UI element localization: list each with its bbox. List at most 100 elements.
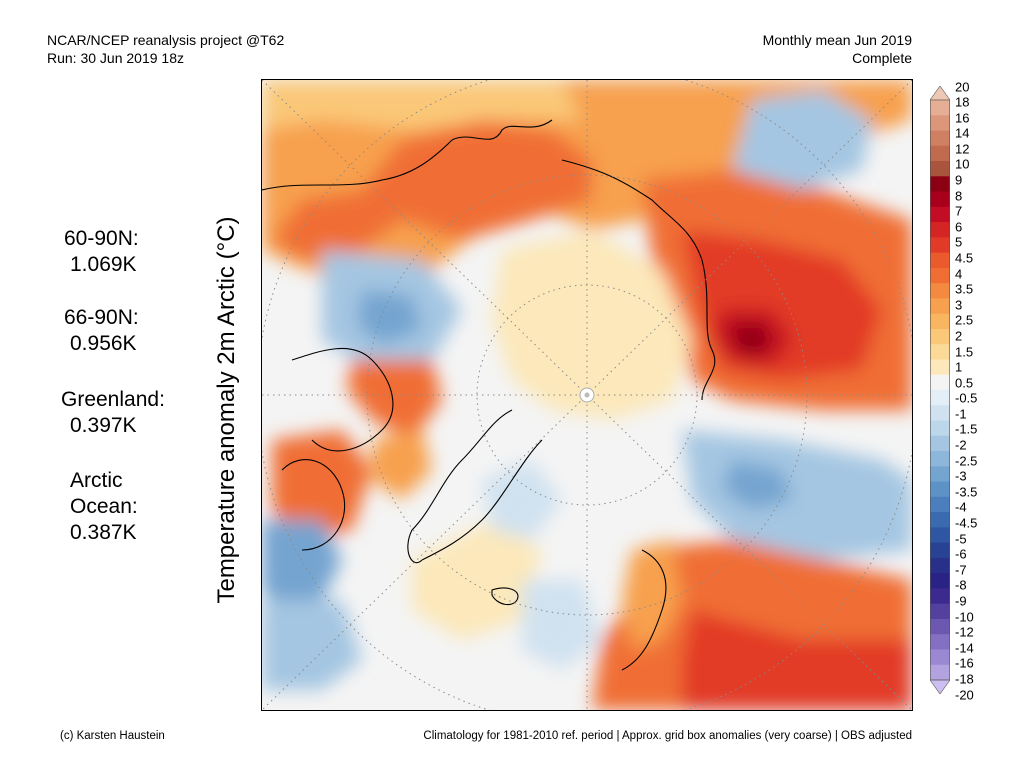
coastline-greenland-east [421, 439, 543, 561]
stat-label: Greenland: [61, 388, 165, 411]
colorbar-tick-label: 7 [955, 203, 963, 219]
cool-region-northeast [732, 90, 872, 190]
colorbar-swatch [930, 466, 950, 483]
colorbar-tick-label: -12 [955, 624, 974, 640]
colorbar-swatch [930, 145, 950, 162]
cool-region-norwegian-sea [522, 580, 602, 670]
colorbar-tick-label: -1.5 [955, 421, 978, 437]
colorbar-swatch [930, 481, 950, 498]
colorbar-tick-label: -3.5 [955, 484, 978, 500]
colorbar-tick-label: 1 [955, 359, 963, 375]
colorbar-tick-label: 20 [955, 79, 970, 94]
colorbar-tick-label: 1.5 [955, 344, 974, 360]
colorbar-tick-label: 3 [955, 297, 963, 313]
colorbar-tick-label: -8 [955, 577, 967, 593]
warm-region-baffin-east [372, 430, 432, 500]
header-left: NCAR/NCEP reanalysis project @T62 Run: 3… [47, 31, 284, 67]
stat-value: 0.956K [70, 332, 137, 355]
colorbar-swatch [930, 573, 950, 589]
colorbar-swatch [930, 130, 950, 147]
warm-region-baffin [347, 360, 442, 440]
period-title: Monthly mean Jun 2019 [762, 32, 912, 48]
colorbar-tick-label: 2 [955, 328, 963, 344]
colorbar-swatch [930, 267, 950, 284]
colorbar-swatch [930, 420, 950, 437]
colorbar-tick-label: 4.5 [955, 250, 974, 266]
coastline-alaska [262, 139, 453, 191]
pole-dot [584, 392, 590, 398]
colorbar-tick-label: 4 [955, 266, 963, 282]
stat-value: 0.397K [70, 414, 137, 437]
north-pole-marker [579, 387, 595, 403]
stat-label: 66-90N: [64, 306, 139, 329]
cool-region-atlantic-west [262, 600, 362, 690]
colorbar-swatch [930, 405, 950, 422]
anomaly-map[interactable] [261, 79, 913, 711]
map-variable-label: Temperature anomaly 2m Arctic (°C) [213, 216, 240, 604]
credit-text: (c) Karsten Haustein [60, 730, 165, 742]
coastline-greenland-north [407, 409, 513, 563]
colorbar-swatch [930, 527, 950, 544]
warm-region-scandinavia [622, 540, 682, 650]
colorbar-swatch [930, 344, 950, 360]
cool-region-ural-core [722, 460, 792, 510]
warm-region-east-siberian [272, 120, 592, 260]
colorbar-swatch [930, 542, 950, 559]
colorbar-tick-label: 2.5 [955, 312, 974, 328]
colorbar-swatch [930, 390, 950, 406]
colorbar-tick-label: -10 [955, 609, 974, 625]
colorbar-tick-label: 10 [955, 156, 970, 172]
colorbar-tick-label: 0.5 [955, 375, 974, 391]
status-text: Complete [852, 50, 912, 66]
colorbar-swatch [930, 298, 950, 315]
colorbar-tick-label: -14 [955, 640, 974, 656]
colorbar-tick-label: -18 [955, 671, 974, 687]
cool-region-labrador [262, 520, 342, 610]
colorbar-swatch [930, 374, 950, 391]
colorbar-swatch [930, 603, 950, 620]
colorbar-swatch [930, 222, 950, 238]
colorbar-tick-label: -2 [955, 437, 967, 453]
colorbar-swatch [930, 161, 950, 177]
colorbar-swatch [930, 557, 950, 574]
colorbar-swatch [930, 206, 950, 223]
colorbar-tick-label: -7 [955, 562, 967, 578]
cool-region-greenland-east [482, 460, 562, 540]
colorbar-tick-label: 6 [955, 219, 963, 235]
colorbar-swatch [930, 328, 950, 345]
colorbar-tick-label: 9 [955, 172, 963, 188]
coastlines [262, 119, 716, 671]
colorbar-swatch [930, 588, 950, 605]
colorbar-swatch [930, 283, 950, 299]
stat-label: Ocean: [70, 495, 138, 518]
colorbar [930, 86, 950, 694]
meridian-45 [262, 80, 912, 710]
colorbar-swatch [930, 451, 950, 467]
header-right: Monthly mean Jun 2019 Complete [763, 31, 912, 67]
warm-region-hudson [272, 430, 372, 540]
colorbar-swatch [930, 435, 950, 452]
colorbar-labels: 20 18 16 14 12 10 9 8 7 6 5 4.5 4 3.5 3 2.5 2 1.5 1 0.5 -0.5… [955, 80, 1015, 701]
colorbar-tick-label: -2.5 [955, 453, 978, 469]
colorbar-tick-label: -20 [955, 687, 974, 702]
colorbar-tick-label: 18 [955, 94, 970, 110]
warm-region-arctic-ocean [492, 230, 692, 420]
colorbar-tick-label: 3.5 [955, 281, 974, 297]
coastline-canadian-archipelago [291, 347, 394, 452]
colorbar-tick-label: -9 [955, 593, 967, 609]
colorbar-swatch [930, 634, 950, 650]
colorbar-swatch [930, 237, 950, 254]
colorbar-tick-label: -3 [955, 468, 967, 484]
cool-region-canada-core [357, 290, 422, 345]
colorbar-border [930, 99, 950, 681]
colorbar-tick-label: 14 [955, 125, 970, 141]
warm-region-siberia-max [734, 325, 770, 356]
colorbar-tick-label: -16 [955, 655, 974, 671]
colorbar-swatch [930, 115, 950, 132]
stat-value: 0.387K [70, 521, 137, 544]
colorbar-tick-label: 5 [955, 234, 963, 250]
colorbar-tick-label: -1 [955, 406, 967, 422]
colorbar-max-arrow [930, 86, 950, 101]
warm-region-north-atlantic [412, 520, 542, 640]
anomaly-map-canvas [262, 80, 912, 710]
